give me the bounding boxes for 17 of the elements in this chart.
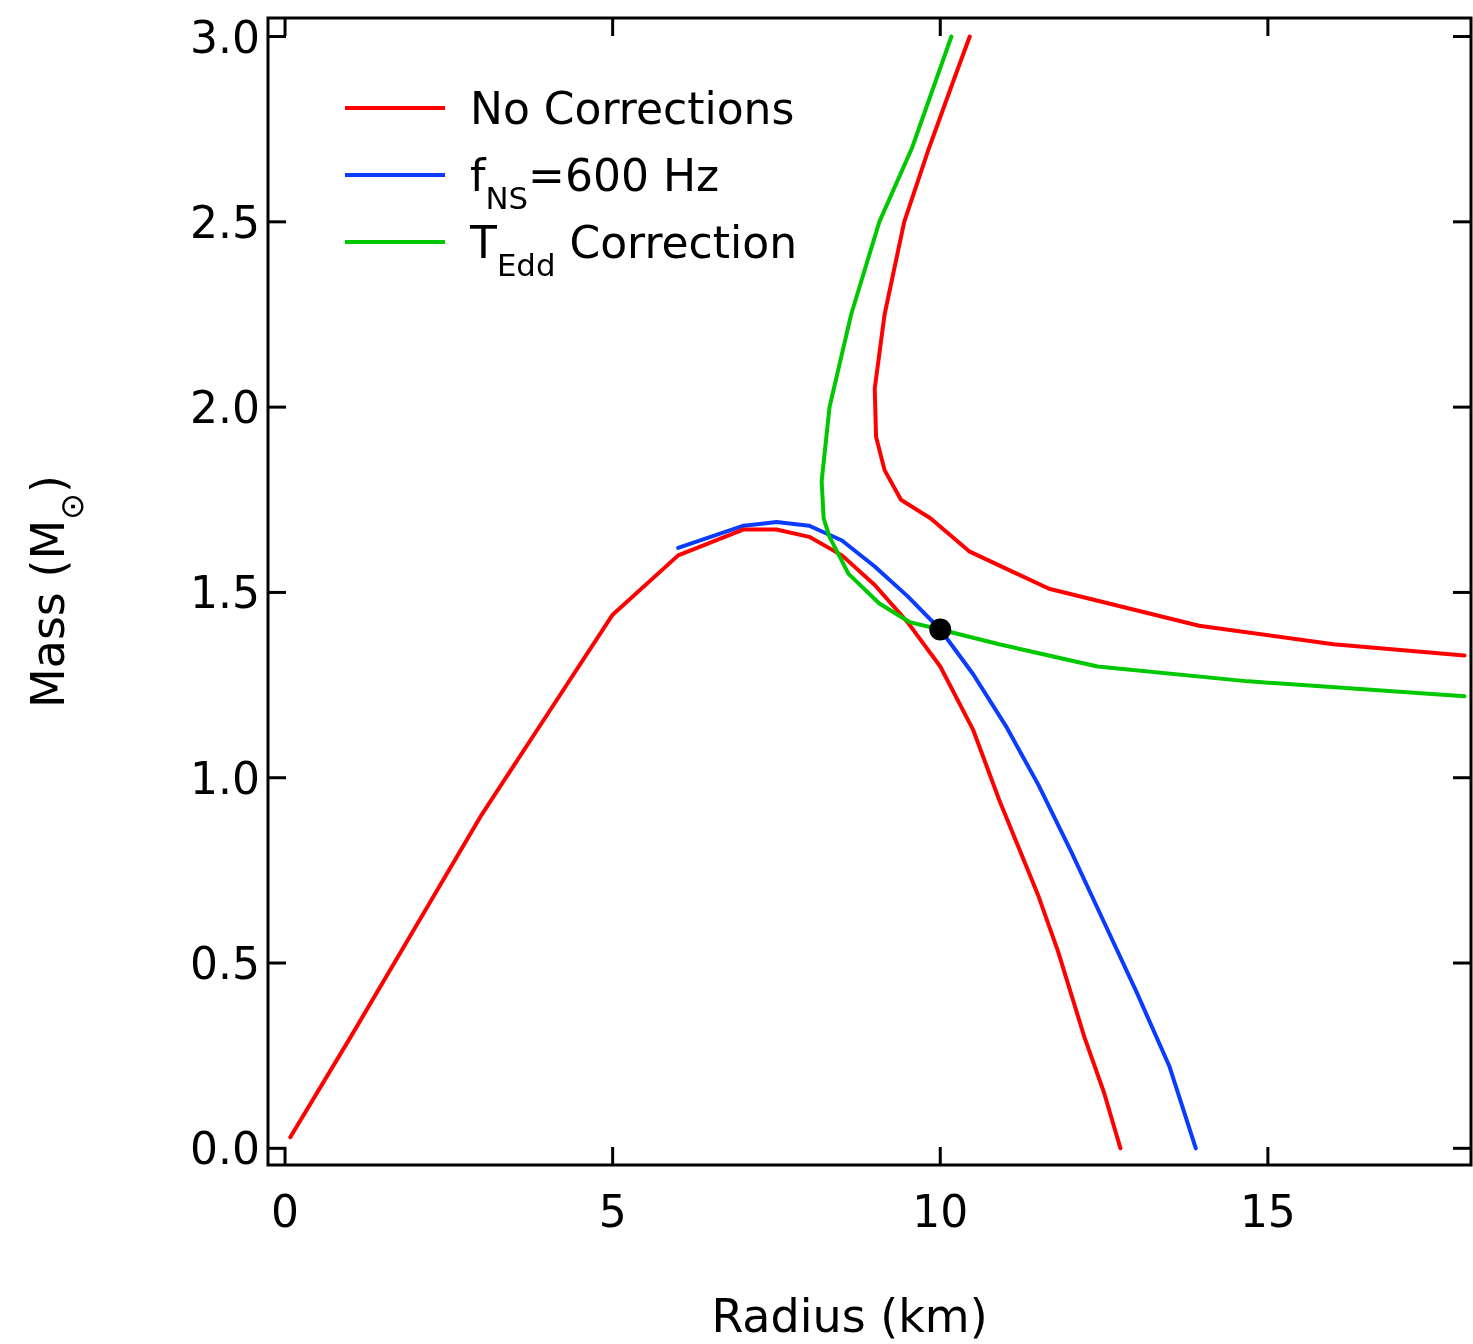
legend-label: No Corrections (470, 83, 795, 134)
y-tick-label: 3.0 (190, 11, 260, 63)
x-tick-label: 5 (598, 1186, 627, 1237)
x-tick-label: 10 (912, 1186, 969, 1237)
x-tick-label: 15 (1239, 1186, 1296, 1237)
y-tick-label: 2.0 (190, 382, 260, 434)
x-tick-label: 0 (271, 1186, 300, 1237)
line-series (676, 520, 1198, 1151)
line-series (288, 527, 1123, 1151)
y-tick-label: 0.5 (190, 938, 260, 990)
legend-label: T$_{Edd}$ Correction (469, 217, 798, 283)
y-tick-label: 0.0 (190, 1123, 260, 1175)
y-tick-label: 2.5 (190, 196, 260, 248)
y-tick-label: 1.0 (190, 752, 260, 804)
x-axis-title: Radius (km) (711, 1289, 988, 1343)
y-tick-label: 1.5 (190, 567, 260, 619)
legend-label: f$_{NS}$=600 Hz (470, 150, 720, 216)
